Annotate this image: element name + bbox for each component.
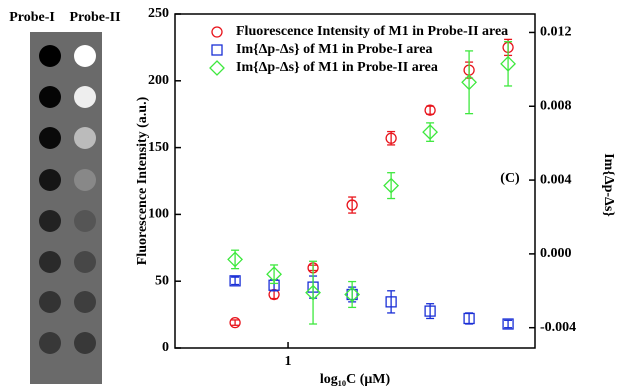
y-tick-label: 0 [162,340,169,355]
y2-tick-label: -0.004 [540,320,576,335]
error-bar [231,320,239,325]
error-bar [465,313,473,324]
error-bar [231,277,239,284]
figure: Probe-I Probe-II Fluorescence Intensity … [0,0,631,389]
legend-label: Fluorescence Intensity of M1 in Probe-II… [236,24,508,39]
legend-label: Im{Δp-Δs} of M1 in Probe-I area [236,42,432,57]
annotation: (C) [500,171,520,186]
marker [212,27,222,37]
legend-label: Im{Δp-Δs} of M1 in Probe-II area [236,60,438,75]
error-bar [387,173,395,199]
probe-strip [30,32,102,384]
y2-tick-label: 0.012 [540,25,572,40]
x-axis-label: log₁₀C (μM) [320,372,391,387]
y2-tick-label: 0.000 [540,246,572,261]
y-tick-label: 100 [148,207,169,222]
page: {"panel_labels": ["Probe-I", "Probe-II"]… [0,0,631,389]
error-bar [270,291,278,299]
y2-axis-label: Im{Δp-Δs} [601,153,616,217]
error-bar [465,51,473,114]
error-bar [387,291,395,313]
error-bar [504,42,512,86]
y-tick-label: 200 [148,73,169,88]
y-tick-label: 50 [155,273,169,288]
y-axis-label: Fluorescence Intensity (a.u.) [135,96,150,265]
error-bar [426,106,434,114]
error-bar [348,282,356,308]
marker [212,45,222,55]
y-tick-label: 150 [148,140,169,155]
panel-label: Probe-II [69,10,120,25]
marker [210,61,224,75]
y2-tick-label: 0.004 [540,172,572,187]
y2-tick-label: 0.008 [540,98,572,113]
x-tick-label: 1 [285,354,292,369]
y-tick-label: 250 [148,6,169,21]
error-bar [504,320,512,327]
panel-label: Probe-I [9,10,55,25]
